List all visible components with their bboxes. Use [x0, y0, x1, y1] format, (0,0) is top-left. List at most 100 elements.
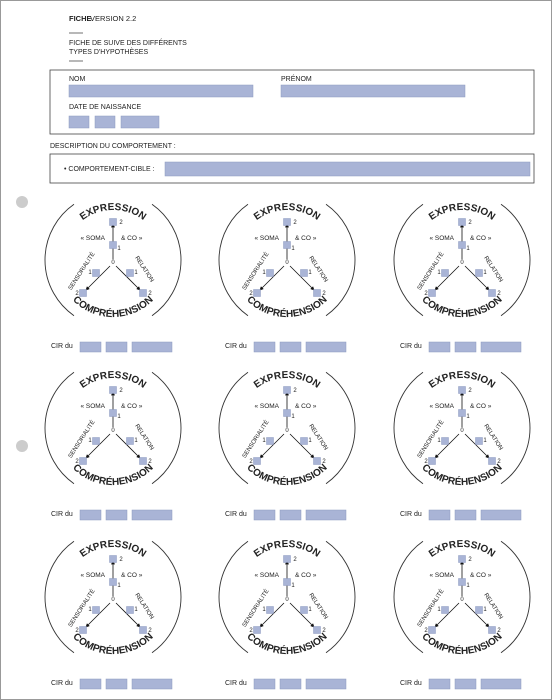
cir-field[interactable] — [454, 509, 477, 521]
cir-field[interactable] — [79, 509, 102, 521]
cir-field[interactable] — [305, 509, 347, 521]
birth-year-field[interactable] — [120, 115, 160, 129]
level-number: 0 — [111, 260, 115, 266]
cir-field[interactable] — [105, 341, 128, 353]
level-number: 1 — [117, 583, 121, 589]
level-number: 2 — [119, 220, 123, 226]
level-square — [488, 626, 496, 634]
left-axis-label: SENSORIALITÉ — [241, 588, 271, 628]
level-number: 1 — [88, 607, 92, 613]
level-number: 1 — [308, 607, 312, 613]
level-square — [441, 606, 449, 614]
level-square — [313, 457, 321, 465]
soma-label: « SOMA — [80, 572, 105, 579]
level-square — [475, 606, 483, 614]
co-label: & CO » — [295, 235, 317, 242]
cir-field[interactable] — [480, 678, 522, 690]
co-label: & CO » — [470, 572, 492, 579]
level-number: 2 — [75, 291, 79, 297]
level-number: 0 — [285, 260, 289, 266]
first-name-label: PRÉNOM — [281, 74, 312, 83]
cir-field[interactable] — [253, 341, 276, 353]
target-field[interactable] — [164, 161, 531, 177]
left-axis-label: SENSORIALITÉ — [241, 419, 271, 459]
level-number: 2 — [249, 291, 253, 297]
level-square — [283, 578, 291, 586]
cir-field[interactable] — [480, 341, 522, 353]
cir-field[interactable] — [428, 341, 451, 353]
left-axis-label: SENSORIALITÉ — [67, 251, 97, 291]
level-number: 1 — [262, 270, 266, 276]
soma-label: « SOMA — [254, 235, 279, 242]
ring-arc — [500, 371, 531, 485]
bottom-label: COMPRÉHENSION — [70, 294, 155, 320]
arrow — [259, 433, 285, 459]
cir-field[interactable] — [428, 678, 451, 690]
bottom-label: COMPRÉHENSION — [70, 631, 155, 657]
arrow — [289, 265, 315, 291]
level-number: 1 — [308, 438, 312, 444]
binder-hole — [16, 440, 28, 452]
level-square — [283, 241, 291, 249]
left-axis-label: SENSORIALITÉ — [416, 251, 446, 291]
cir-field[interactable] — [305, 341, 347, 353]
ring-arc — [325, 540, 356, 654]
co-label: & CO » — [121, 235, 143, 242]
level-square — [92, 606, 100, 614]
ring-arc — [393, 371, 424, 485]
first-name-field[interactable] — [280, 84, 466, 98]
cir-field[interactable] — [480, 509, 522, 521]
cir-label: CIR du — [225, 511, 247, 518]
cir-field[interactable] — [79, 678, 102, 690]
ring-arc — [393, 540, 424, 654]
arrow — [434, 433, 460, 459]
level-number: 2 — [75, 459, 79, 465]
level-number: 1 — [308, 270, 312, 276]
cir-field[interactable] — [279, 341, 302, 353]
level-number: 2 — [148, 459, 152, 465]
bottom-label: COMPRÉHENSION — [70, 462, 155, 488]
arrow — [85, 433, 111, 459]
cir-field[interactable] — [428, 509, 451, 521]
cir-field[interactable] — [253, 678, 276, 690]
cir-label: CIR du — [51, 680, 73, 687]
level-square — [109, 386, 117, 394]
cir-field[interactable] — [305, 678, 347, 690]
cir-field[interactable] — [454, 678, 477, 690]
level-square — [300, 606, 308, 614]
level-square — [458, 241, 466, 249]
cir-field[interactable] — [131, 678, 173, 690]
cir-field[interactable] — [105, 678, 128, 690]
cir-field[interactable] — [454, 341, 477, 353]
arrow — [115, 265, 141, 291]
arrow — [259, 602, 285, 628]
cir-field[interactable] — [79, 341, 102, 353]
level-square — [458, 409, 466, 417]
level-number: 1 — [437, 438, 441, 444]
cir-field[interactable] — [105, 509, 128, 521]
bottom-label: COMPRÉHENSION — [70, 631, 155, 657]
co-label: & CO » — [121, 572, 143, 579]
birth-day-field[interactable] — [68, 115, 90, 129]
level-square — [488, 289, 496, 297]
last-name-field[interactable] — [68, 84, 254, 98]
ring-arc — [325, 371, 356, 485]
cir-field[interactable] — [253, 509, 276, 521]
last-name-label: NOM — [69, 76, 86, 83]
level-square — [79, 626, 87, 634]
level-square — [126, 269, 134, 277]
co-label: & CO » — [295, 572, 317, 579]
cir-field[interactable] — [279, 509, 302, 521]
birth-month-field[interactable] — [94, 115, 116, 129]
level-number: 2 — [322, 628, 326, 634]
level-number: 1 — [466, 583, 470, 589]
soma-label: « SOMA — [80, 235, 105, 242]
cir-field[interactable] — [279, 678, 302, 690]
level-number: 1 — [88, 438, 92, 444]
cir-field[interactable] — [131, 341, 173, 353]
cir-field[interactable] — [131, 509, 173, 521]
